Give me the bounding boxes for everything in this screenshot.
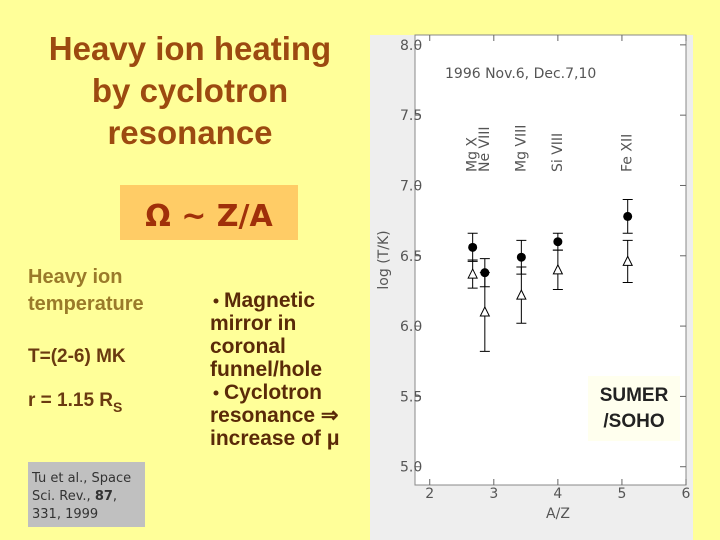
point [468, 242, 478, 252]
radius: r = 1.15 RS [28, 390, 122, 415]
formula: Ω ~ Z/A [145, 199, 273, 234]
ion-label: Si VIII [550, 133, 566, 172]
ion-label: Mg X [465, 137, 481, 172]
bullet-line: coronal [210, 335, 286, 358]
title-line: resonance [107, 114, 272, 151]
source-line: SUMER [600, 385, 669, 406]
reference-box [28, 462, 145, 527]
ion-label: Mg VIII [513, 125, 529, 172]
point [467, 267, 478, 279]
y-tick-label: 5.5 [400, 389, 422, 405]
temperature: T=(2-6) MK [28, 346, 126, 367]
reference-line: 331, 1999 [32, 507, 98, 522]
bullet-line: funnel/hole [210, 358, 322, 381]
label-line: Heavy ion [28, 266, 122, 288]
source-line: /SOHO [603, 411, 664, 432]
bullet-line: Magnetic [224, 289, 315, 312]
y-tick-label: 7.5 [400, 108, 422, 124]
point [553, 237, 563, 247]
y-tick-label: 7.0 [400, 178, 422, 194]
x-tick-label: 2 [425, 486, 434, 502]
y-tick-label: 8.0 [400, 38, 422, 54]
bullet [213, 390, 219, 396]
reference-part: Sci. Rev., [32, 489, 95, 504]
label-line: temperature [28, 293, 144, 315]
source-box [588, 376, 680, 441]
ion-label: Fe XII [620, 134, 636, 172]
y-tick-label: 5.0 [400, 460, 422, 476]
annotation: 1996 Nov.6, Dec.7,10 [445, 66, 596, 82]
reference-part: , [113, 489, 117, 504]
bullet-line: resonance ⇒ [210, 404, 338, 427]
y-tick-label: 6.0 [400, 319, 422, 335]
point [516, 289, 527, 300]
reference-part: 87 [95, 489, 113, 504]
formula-box [120, 185, 298, 240]
x-tick-label: 3 [489, 486, 498, 502]
x-tick-label: 5 [617, 486, 626, 502]
point [622, 255, 634, 266]
x-tick-label: 4 [553, 486, 562, 502]
reference-part: 331, 1999 [32, 507, 98, 522]
bullet-line: Cyclotron [224, 381, 322, 404]
bullet [213, 298, 219, 304]
title-line: by cyclotron [92, 72, 288, 109]
title-line: Heavy ion heating [49, 30, 331, 67]
reference-line: Tu et al., Space [31, 471, 131, 486]
ion-label: Ne VIII [477, 127, 493, 173]
y-tick-label: 6.5 [400, 249, 422, 265]
point [516, 252, 526, 262]
reference-line: Sci. Rev., 87, [32, 489, 117, 504]
point [623, 211, 633, 221]
x-axis-label: A/Z [546, 506, 570, 522]
bullet-line: mirror in [210, 312, 296, 335]
y-axis-label: log (T/K) [376, 230, 392, 289]
point [479, 305, 491, 317]
radius-text: r = 1.15 R [28, 390, 113, 411]
x-tick-label: 6 [682, 486, 691, 502]
radius-subscript: S [113, 399, 122, 415]
reference-part: Tu et al., Space [31, 471, 131, 486]
point [552, 263, 564, 275]
bullet-line: increase of μ [210, 427, 340, 450]
